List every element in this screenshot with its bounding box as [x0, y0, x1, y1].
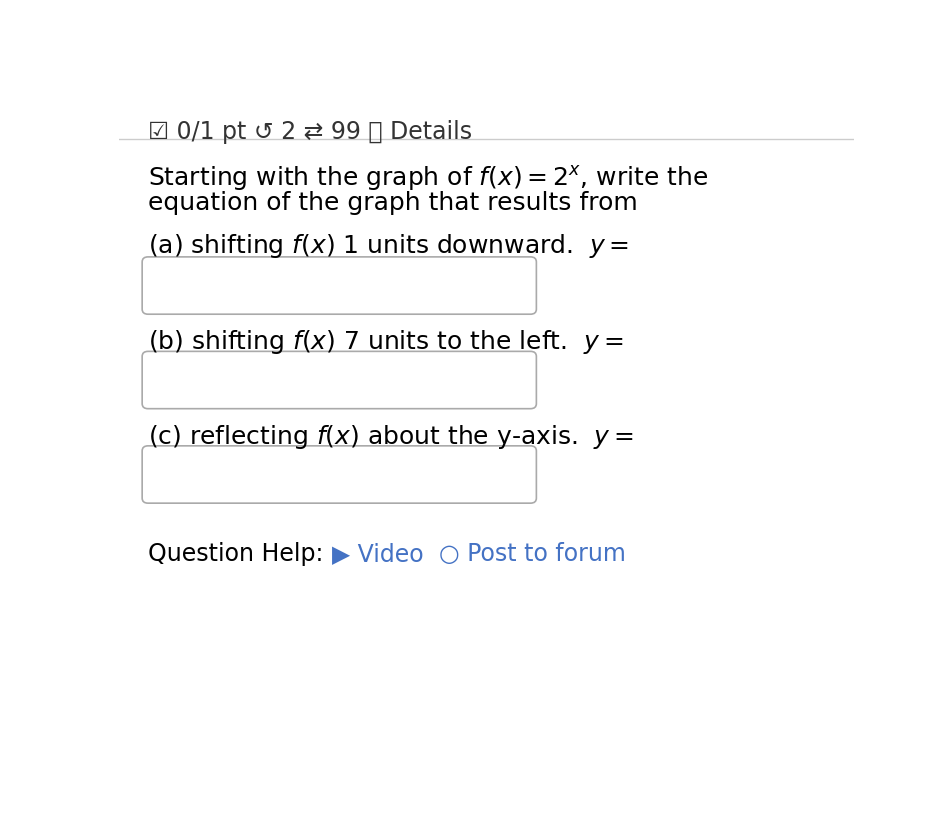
Text: Starting with the graph of $f(x) = 2^x$, write the: Starting with the graph of $f(x) = 2^x$,…: [148, 164, 708, 193]
FancyBboxPatch shape: [142, 352, 536, 409]
Text: equation of the graph that results from: equation of the graph that results from: [148, 191, 638, 215]
FancyBboxPatch shape: [142, 446, 536, 503]
Text: ☑ 0/1 pt ↺ 2 ⇄ 99 ⓘ Details: ☑ 0/1 pt ↺ 2 ⇄ 99 ⓘ Details: [148, 120, 473, 144]
Text: Question Help:: Question Help:: [148, 542, 324, 566]
FancyBboxPatch shape: [142, 257, 536, 314]
Text: ▶ Video: ▶ Video: [332, 542, 423, 566]
Text: (b) shifting $f(x)$ 7 units to the left.  $y =$: (b) shifting $f(x)$ 7 units to the left.…: [148, 328, 623, 356]
Text: ○ Post to forum: ○ Post to forum: [438, 542, 625, 566]
Text: (c) reflecting $f(x)$ about the y-axis.  $y =$: (c) reflecting $f(x)$ about the y-axis. …: [148, 423, 634, 451]
Text: (a) shifting $f(x)$ 1 units downward.  $y =$: (a) shifting $f(x)$ 1 units downward. $y…: [148, 231, 629, 259]
